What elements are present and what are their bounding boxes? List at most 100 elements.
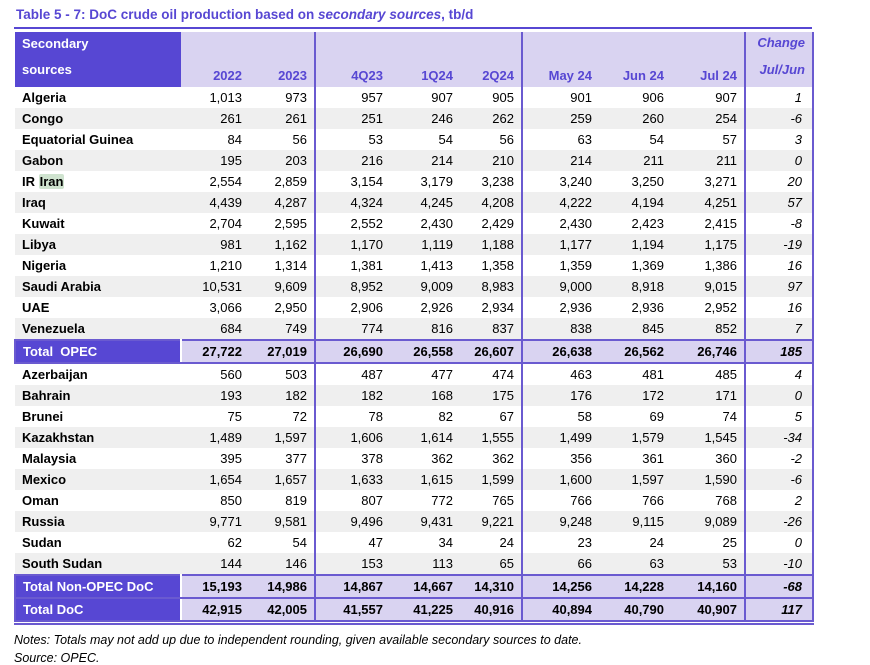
cell-value: 2,906 (350, 300, 383, 315)
cell-value: 193 (181, 385, 249, 406)
cell-value: 356 (570, 451, 592, 466)
title-text-prefix: Table 5 - 7: DoC crude oil production ba… (16, 7, 319, 22)
search-highlight: Iran (38, 174, 65, 189)
cell-value: 4,324 (315, 192, 390, 213)
cell-value: 1,314 (249, 255, 316, 276)
cell-value: 40,894 (522, 597, 599, 625)
row-label: Brunei (22, 409, 64, 424)
cell-value: 2,552 (350, 216, 383, 231)
change-value: 0 (745, 532, 814, 553)
cell-value: 2,859 (249, 171, 316, 192)
cell-value: 26,638 (522, 339, 599, 364)
row-label: Iraq (15, 192, 181, 213)
cell-value: 487 (361, 367, 383, 382)
table-row: Bahrain 193 182 182 168 175 176 172 171 0 (15, 385, 814, 406)
cell-value: 1,590 (671, 469, 746, 490)
cell-value: 768 (671, 490, 746, 511)
cell-value: 2,934 (460, 297, 523, 318)
cell-value: 78 (368, 409, 383, 424)
table-row: Kuwait 2,704 2,595 2,552 2,430 2,429 2,430 2,42… (15, 213, 814, 234)
row-label: Nigeria (22, 258, 67, 273)
cell-value: 9,000 (522, 276, 599, 297)
cell-value: 74 (671, 406, 746, 427)
cell-value: 1,499 (522, 427, 599, 448)
cell-value: 2,415 (671, 213, 746, 234)
row-label: Total OPEC (14, 339, 182, 364)
cell-value: 1,013 (209, 90, 242, 105)
change-value: -68 (745, 574, 814, 599)
cell-value: 84 (227, 132, 242, 147)
cell-value: 1,597 (249, 427, 316, 448)
cell-value: 3,240 (559, 174, 592, 189)
table-row: Brunei 75 72 78 82 67 58 69 74 5 (15, 406, 814, 427)
column-header-2q24: 2Q24 (460, 32, 523, 87)
total-non-opec-row: Total Non-OPEC DoC 15,193 14,986 14,867 14,6… (14, 574, 814, 599)
table-row: Equatorial Guinea 84 56 53 54 56 63 54 57 3 (15, 129, 814, 150)
cell-value: 53 (368, 132, 383, 147)
change-value: 5 (745, 406, 814, 427)
cell-value: 195 (181, 150, 249, 171)
cell-value: 69 (649, 409, 664, 424)
cell-value: 774 (315, 318, 390, 340)
cell-value: 58 (577, 409, 592, 424)
cell-value: 75 (227, 409, 242, 424)
cell-value: 474 (460, 363, 523, 385)
cell-value: 262 (460, 108, 523, 129)
cell-value: 485 (671, 363, 746, 385)
row-label: Azerbaijan (22, 367, 88, 382)
cell-value: 4,208 (460, 192, 523, 213)
cell-value: 211 (671, 150, 746, 171)
cell-value: 182 (315, 385, 390, 406)
row-label: Algeria (22, 90, 67, 105)
cell-value: 26,607 (460, 339, 523, 364)
cell-value: 766 (642, 493, 664, 508)
cell-value: 9,496 (315, 511, 390, 532)
cell-value: 1,119 (390, 234, 460, 255)
cell-value: 850 (220, 493, 242, 508)
cell-value: 182 (249, 385, 316, 406)
cell-value: 1,600 (522, 469, 599, 490)
change-value: 3 (745, 129, 814, 150)
cell-value: 146 (249, 553, 316, 575)
cell-value: 8,918 (599, 276, 671, 297)
change-value: 0 (745, 150, 814, 171)
cell-value: 9,431 (390, 511, 460, 532)
cell-value: 2,554 (209, 174, 242, 189)
cell-value: 3,179 (420, 174, 453, 189)
cell-value: 42,005 (249, 597, 316, 625)
cell-value: 176 (522, 385, 599, 406)
cell-value: 4,287 (249, 192, 316, 213)
change-value: -10 (745, 553, 814, 575)
table-row: Iraq 4,439 4,287 4,324 4,245 4,208 4,222 4,194 4… (15, 192, 814, 213)
cell-value: 2,926 (420, 300, 453, 315)
change-header-line2: Jul/Jun (759, 62, 805, 77)
row-label: Saudi Arabia (15, 276, 181, 297)
header-label-line2: sources (22, 62, 72, 77)
cell-value: 63 (577, 132, 592, 147)
cell-value: 816 (390, 318, 460, 340)
cell-value: 2,429 (460, 213, 523, 234)
cell-value: 362 (431, 451, 453, 466)
cell-value: 684 (181, 318, 249, 340)
cell-value: 254 (671, 108, 746, 129)
total-opec-row: Total OPEC 27,722 27,019 26,690 26,558 26,607… (14, 339, 814, 364)
header-label-line1: Secondary (22, 36, 89, 51)
cell-value: 14,867 (315, 574, 390, 599)
cell-value: 1,599 (460, 469, 523, 490)
cell-value: 1,555 (460, 427, 523, 448)
cell-value: 54 (438, 132, 453, 147)
cell-value: 1,381 (350, 258, 383, 273)
cell-value: 26,746 (671, 339, 746, 364)
cell-value: 2,595 (249, 213, 316, 234)
table-row: Sudan 62 54 47 34 24 23 24 25 0 (15, 532, 814, 553)
cell-value: 2,936 (559, 300, 592, 315)
cell-value: 144 (181, 553, 249, 575)
cell-value: 378 (361, 451, 383, 466)
cell-value: 4,245 (390, 192, 460, 213)
cell-value: 1,210 (209, 258, 242, 273)
cell-value: 259 (522, 108, 599, 129)
cell-value: 3,154 (350, 174, 383, 189)
cell-value: 1,194 (599, 234, 671, 255)
cell-value: 395 (220, 451, 242, 466)
